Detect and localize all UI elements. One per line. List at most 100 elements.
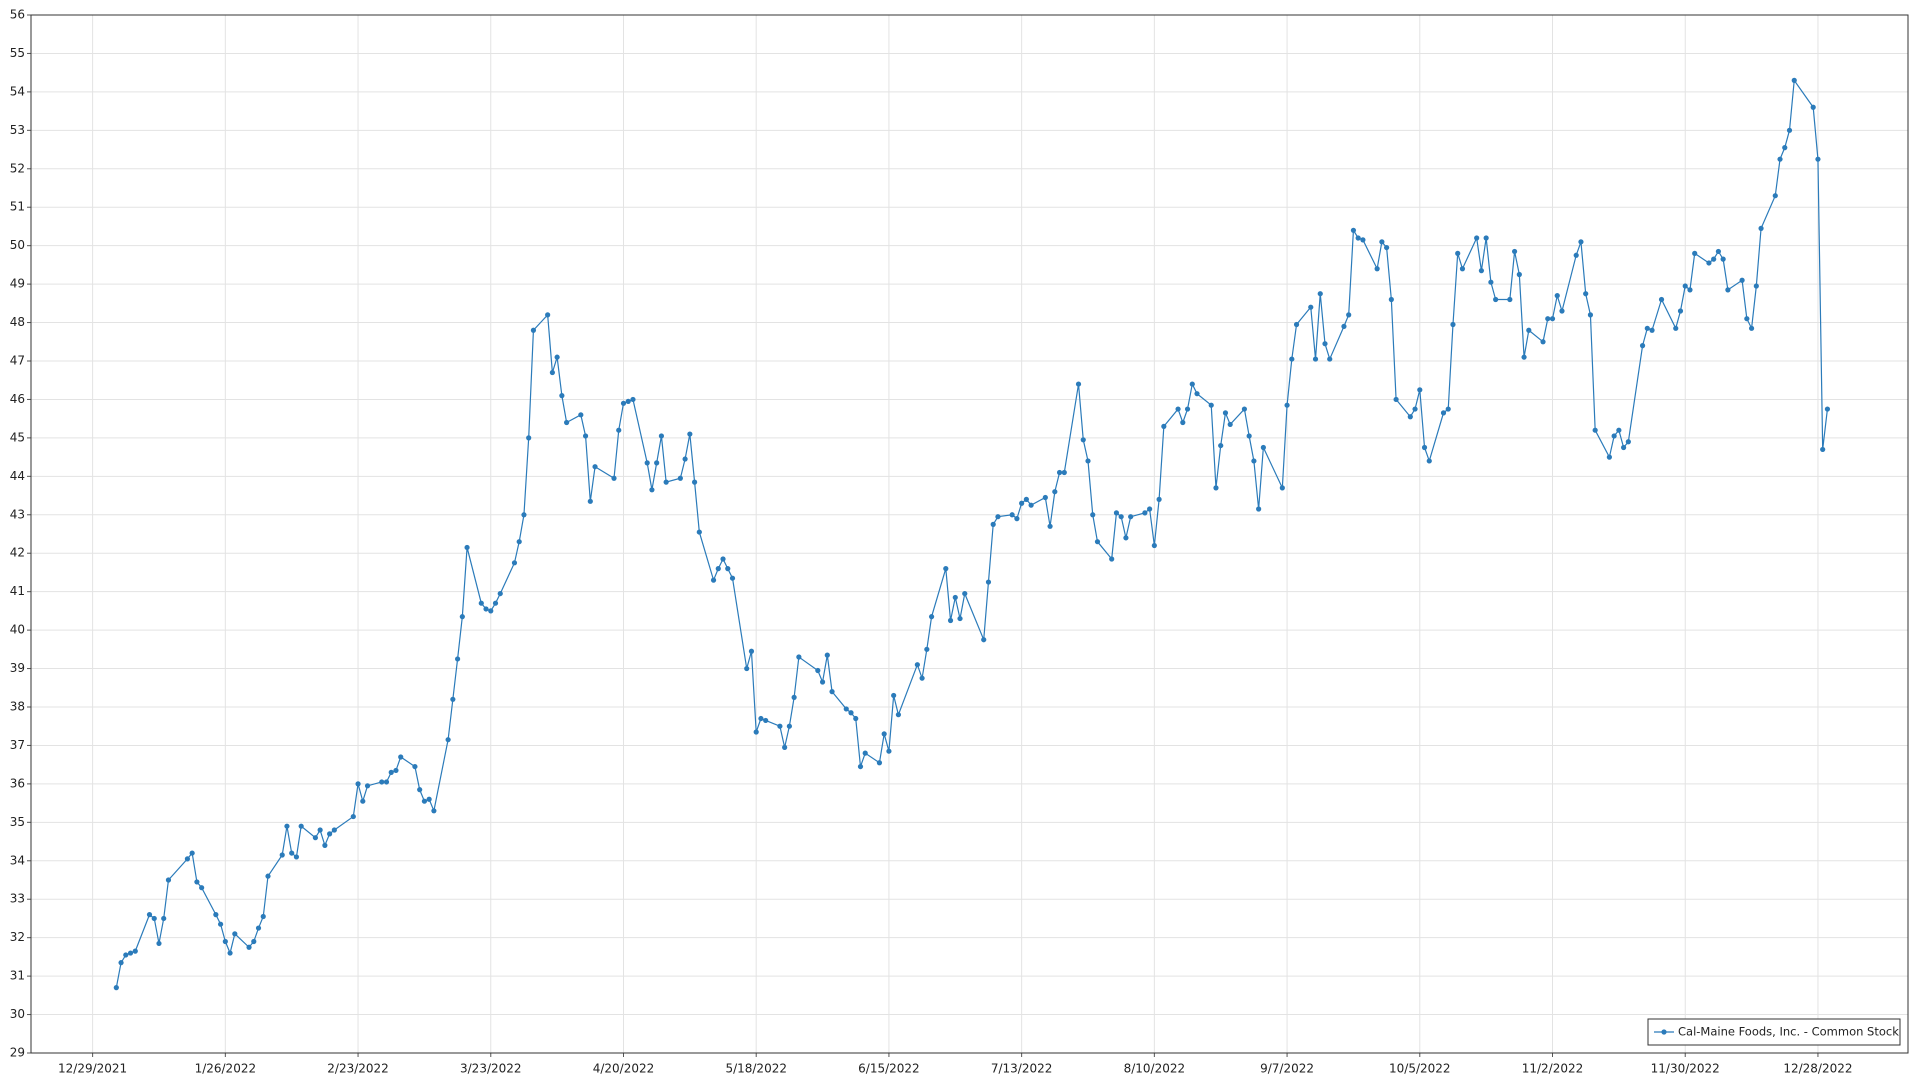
data-point (1611, 433, 1617, 439)
data-point (1289, 356, 1295, 362)
data-point (578, 412, 584, 418)
data-point (530, 327, 537, 333)
data-point (393, 767, 399, 774)
data-point (819, 679, 826, 685)
data-point (317, 827, 323, 833)
data-point (682, 456, 688, 462)
data-point (620, 400, 627, 406)
y-tick-label: 56 (10, 8, 25, 22)
data-point (1156, 496, 1162, 502)
data-point (554, 354, 560, 360)
y-tick-label: 42 (10, 546, 25, 560)
data-point (616, 427, 622, 433)
data-point (748, 648, 755, 654)
data-point (1820, 446, 1826, 453)
data-point (1426, 458, 1432, 464)
data-point (151, 915, 157, 922)
legend: Cal-Maine Foods, Inc. - Common Stock (1647, 1018, 1901, 1046)
data-point (1056, 469, 1063, 476)
data-point (786, 723, 792, 729)
x-tick-label: 4/20/2022 (593, 1062, 655, 1076)
line (115, 78, 1829, 988)
data-point (943, 566, 949, 572)
x-tick-label: 6/15/2022 (858, 1062, 920, 1076)
data-point (450, 696, 456, 702)
data-point (464, 544, 470, 551)
data-point (1507, 296, 1513, 303)
data-point (1180, 419, 1186, 426)
data-point (1350, 227, 1357, 233)
data-point (1459, 266, 1466, 272)
data-point (928, 614, 935, 620)
data-point (791, 694, 797, 700)
data-point (194, 879, 200, 885)
data-point (364, 783, 371, 789)
y-tick-label: 46 (10, 392, 25, 406)
legend-box (1647, 1018, 1901, 1046)
data-point (478, 600, 484, 606)
x-tick-label: 2/23/2022 (327, 1062, 389, 1076)
data-point (417, 787, 423, 793)
data-point (265, 873, 271, 879)
data-point (829, 689, 835, 695)
y-tick-label: 54 (10, 84, 25, 98)
data-point (251, 938, 257, 945)
data-point (454, 656, 461, 662)
data-point (782, 744, 788, 750)
data-point (1417, 387, 1423, 393)
data-point (677, 475, 683, 481)
data-point (1583, 291, 1589, 297)
y-tick-label: 51 (10, 200, 25, 214)
data-point (1445, 406, 1451, 412)
y-tick-label: 29 (10, 1046, 25, 1060)
data-point (758, 715, 764, 722)
data-point (881, 731, 887, 737)
data-point (1616, 427, 1622, 433)
data-point (1241, 406, 1248, 412)
data-point (1208, 402, 1214, 408)
data-point (123, 952, 129, 958)
data-point (1341, 323, 1347, 329)
y-tick-label: 44 (10, 469, 25, 483)
y-tick-label: 41 (10, 584, 25, 598)
data-point (1777, 156, 1783, 162)
data-point (1739, 277, 1745, 283)
x-tick-label: 9/7/2022 (1260, 1062, 1314, 1076)
data-point (1791, 77, 1797, 83)
data-point (549, 369, 555, 376)
legend-label: Cal-Maine Foods, Inc. - Common Stock (1678, 1025, 1899, 1039)
data-point (1085, 458, 1091, 464)
data-point (1658, 296, 1665, 303)
data-point (1161, 423, 1167, 429)
data-point (113, 985, 119, 991)
data-point (1308, 304, 1314, 310)
data-point (1147, 506, 1153, 512)
data-point (1322, 341, 1328, 347)
data-point (687, 431, 693, 437)
data-point (725, 566, 731, 572)
data-point (412, 763, 418, 770)
data-point (516, 539, 522, 545)
data-point (146, 912, 153, 918)
y-tick-label: 50 (10, 238, 25, 252)
data-point (255, 925, 262, 931)
x-tick-label: 11/30/2022 (1651, 1062, 1720, 1076)
data-point (654, 460, 660, 466)
y-tick-label: 39 (10, 661, 25, 675)
data-point (1673, 325, 1679, 331)
data-point (1393, 396, 1399, 403)
y-tick-label: 36 (10, 776, 25, 790)
data-point (981, 637, 987, 643)
data-point (1744, 316, 1750, 322)
data-point (1251, 458, 1257, 464)
y-tick-label: 45 (10, 430, 25, 444)
data-point (1474, 235, 1480, 241)
data-point (1511, 248, 1518, 255)
y-tick-label: 38 (10, 700, 25, 714)
data-point (1412, 406, 1418, 412)
data-point (1493, 296, 1499, 303)
y-tick-label: 40 (10, 623, 25, 637)
data-point (876, 760, 883, 766)
y-tick-label: 43 (10, 507, 25, 521)
